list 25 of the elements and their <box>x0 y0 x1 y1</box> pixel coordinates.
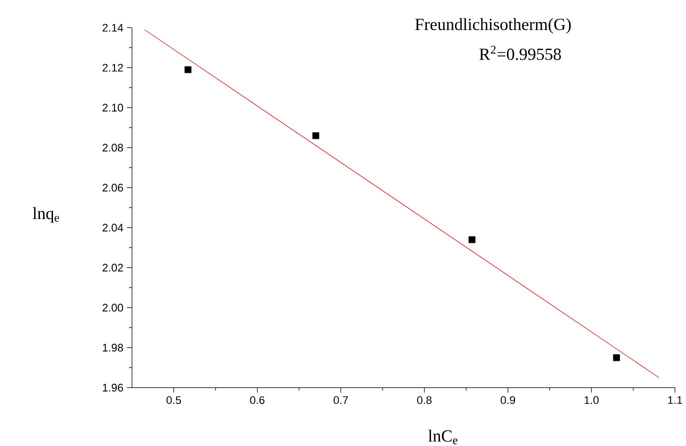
y-tick-label: 2.02 <box>102 264 123 272</box>
x-tick-label: 0.7 <box>334 396 348 404</box>
y-tick-label: 2.00 <box>102 304 124 312</box>
y-tick-label: 2.10 <box>102 104 124 112</box>
x-tick-label: 0.8 <box>417 396 432 404</box>
x-tick-label: 1.1 <box>668 396 682 404</box>
y-tick-label: 2.04 <box>102 224 124 232</box>
x-tick-label: 0.5 <box>166 396 181 404</box>
y-tick-label: 2.14 <box>102 24 124 32</box>
y-tick-label: 2.08 <box>102 144 123 152</box>
annotation: R$^{2}$=0.99558 <box>479 46 561 60</box>
annotation: Freundlichisotherm(G) <box>415 18 571 34</box>
x-axis-title: lnC$_{e}$ <box>428 430 458 444</box>
point <box>184 66 192 74</box>
point <box>468 236 476 244</box>
point <box>312 132 320 140</box>
x-tick-label: 1.0 <box>584 396 599 404</box>
y-tick-label: 1.98 <box>102 344 123 352</box>
y-tick-label: 2.12 <box>102 64 123 72</box>
y-axis-title: lnq$_{e}$ <box>32 207 60 223</box>
x-tick-label: 0.6 <box>250 396 264 404</box>
y-tick-label: 2.06 <box>102 184 123 192</box>
y-tick-label: 1.96 <box>102 384 123 392</box>
x-tick-label: 0.9 <box>500 396 516 404</box>
point <box>613 354 620 362</box>
